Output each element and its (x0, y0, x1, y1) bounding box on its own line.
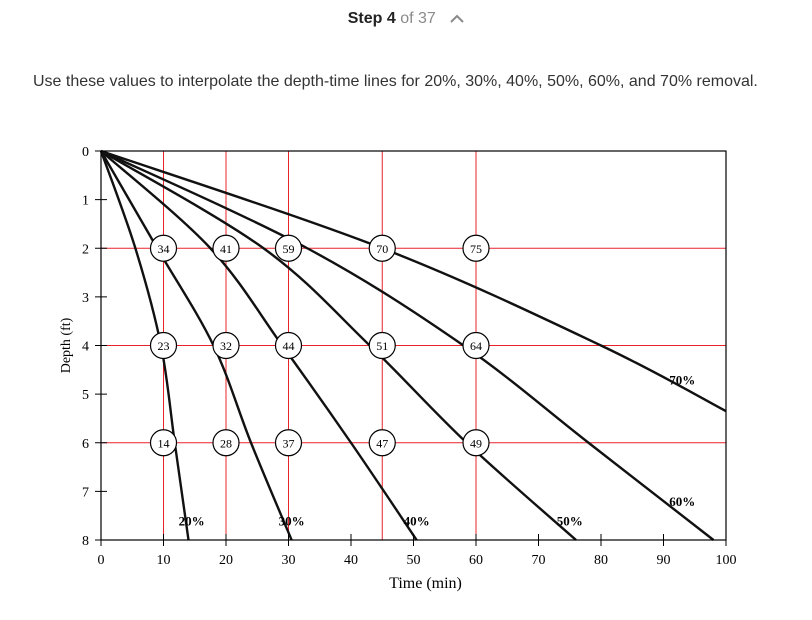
observation-value: 23 (158, 339, 170, 353)
observation-point: 70 (368, 234, 396, 262)
y-tick-label: 6 (82, 437, 89, 452)
series-label: 40% (404, 513, 430, 528)
observation-point: 51 (368, 331, 396, 360)
chart-grid (101, 151, 726, 540)
observation-circle (462, 331, 490, 360)
series-line-70pct (100, 149, 727, 413)
observation-point: 59 (274, 234, 303, 262)
observation-point: 75 (462, 234, 490, 262)
observation-point: 47 (368, 429, 396, 457)
observation-circle (212, 429, 240, 457)
y-tick-label: 7 (82, 485, 89, 500)
y-tick-label: 0 (82, 145, 89, 160)
x-tick-label: 50 (407, 553, 421, 568)
observation-point: 28 (212, 429, 240, 457)
observation-circle (149, 429, 178, 457)
observation-value: 70 (376, 242, 388, 256)
observation-circle (368, 429, 396, 457)
step-header: Step 4 of 37 (0, 8, 812, 30)
observation-value: 51 (376, 339, 388, 353)
x-tick-label: 20 (219, 553, 233, 568)
y-tick-label: 4 (82, 340, 89, 355)
observation-circle (274, 234, 303, 262)
observation-point: 34 (149, 234, 178, 262)
observation-point: 37 (274, 429, 303, 457)
x-tick-label: 30 (282, 553, 296, 568)
step-number: 4 (386, 10, 396, 28)
observation-circle (462, 429, 490, 457)
y-tick-label: 5 (82, 388, 89, 403)
observation-point: 44 (274, 331, 303, 360)
y-tick-label: 8 (82, 534, 89, 549)
x-tick-label: 80 (594, 553, 608, 568)
step-total: of 37 (400, 10, 436, 28)
x-axis-label: Time (min) (389, 575, 462, 592)
observation-circle (274, 331, 303, 360)
chevron-up-icon[interactable] (450, 8, 464, 30)
observation-value: 14 (158, 436, 170, 450)
observation-circle (149, 234, 178, 262)
y-tick-label: 3 (82, 291, 89, 306)
observation-point: 49 (462, 429, 490, 457)
y-tick-label: 1 (82, 194, 89, 209)
observation-value: 59 (283, 242, 295, 256)
observation-circle (274, 429, 303, 457)
observation-point: 14 (149, 429, 178, 457)
series-label: 50% (557, 513, 583, 528)
observation-value: 49 (470, 436, 482, 450)
series-label: 70% (669, 372, 695, 387)
observation-point: 23 (149, 331, 178, 360)
chart-observations: 34 41 59 70 75 23 32 44 51 64 14 28 37 47 49 (149, 234, 490, 457)
step-label: Step (347, 10, 383, 28)
observation-value: 41 (220, 242, 232, 256)
observation-value: 64 (470, 339, 482, 353)
observation-value: 44 (283, 339, 295, 353)
x-tick-label: 40 (344, 553, 358, 568)
observation-circle (368, 234, 396, 262)
observation-circle (149, 331, 178, 360)
observation-value: 75 (470, 242, 482, 256)
x-tick-label: 10 (157, 553, 171, 568)
chart-series-labels: 20% 30% 40% 50% 60% 70% (179, 372, 696, 528)
series-label: 60% (669, 494, 695, 509)
y-axis-label: Depth (ft) (59, 317, 74, 373)
x-tick-label: 100 (716, 553, 737, 568)
instruction-text: Use these values to interpolate the dept… (33, 73, 758, 90)
observation-circle (212, 331, 240, 360)
series-label: 30% (279, 513, 305, 528)
y-tick-label: 2 (82, 242, 89, 257)
series-label: 20% (179, 513, 205, 528)
x-tick-label: 90 (657, 553, 671, 568)
observation-point: 64 (462, 331, 490, 360)
observation-point: 32 (212, 331, 240, 360)
observation-point: 41 (212, 234, 240, 262)
observation-value: 32 (220, 339, 232, 353)
observation-circle (368, 331, 396, 360)
x-tick-label: 0 (98, 553, 105, 568)
observation-value: 47 (376, 436, 388, 450)
observation-value: 34 (158, 242, 170, 256)
observation-value: 37 (283, 436, 295, 450)
observation-circle (212, 234, 240, 262)
observation-circle (462, 234, 490, 262)
x-tick-label: 70 (532, 553, 546, 568)
observation-value: 28 (220, 436, 232, 450)
series-line-60pct (100, 149, 715, 541)
x-tick-label: 60 (469, 553, 483, 568)
